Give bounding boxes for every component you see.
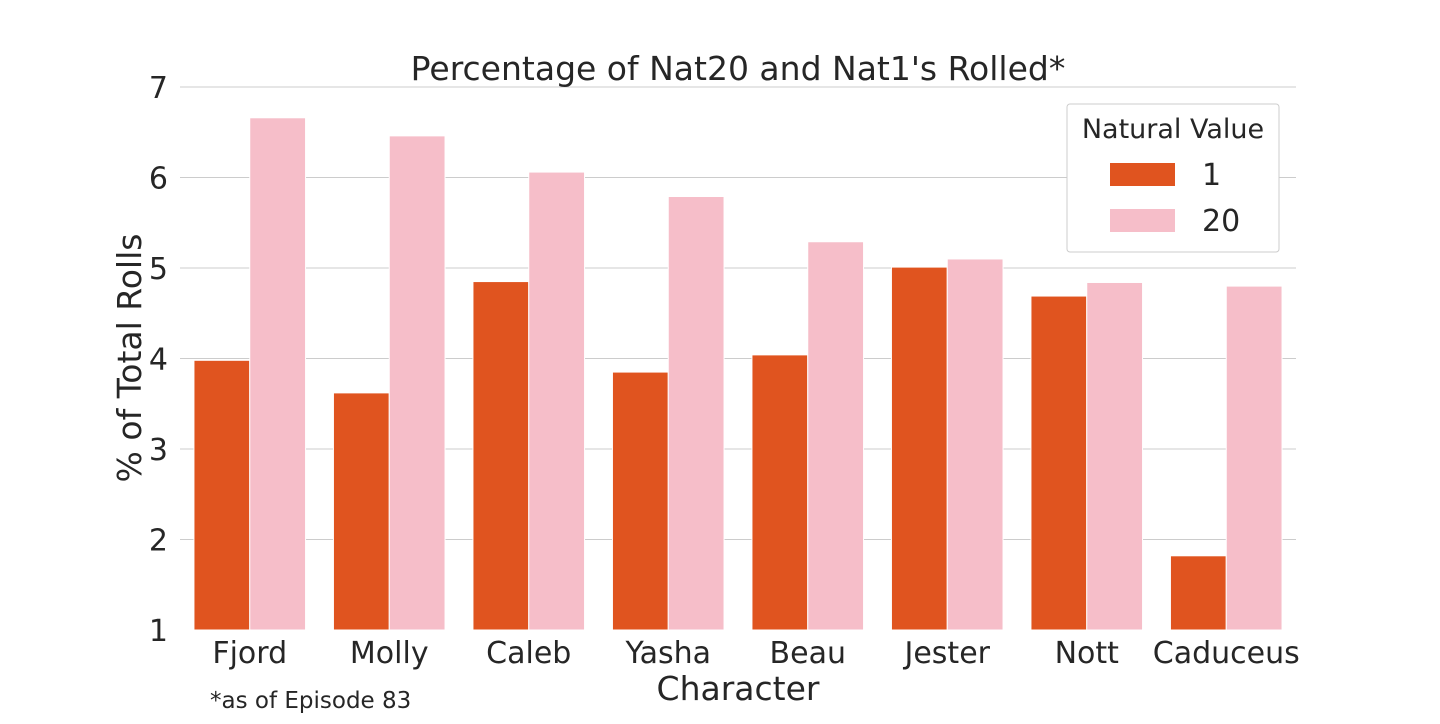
x-tick-label: Caduceus [1153,636,1300,671]
legend-label-20: 20 [1202,204,1240,239]
y-tick-label: 6 [149,162,168,197]
bar-yasha-20 [667,196,725,631]
bar-jester-1 [890,266,948,631]
bar-caleb-20 [528,171,586,631]
legend-swatch-20 [1110,209,1175,232]
bar-yasha-1 [611,371,669,631]
legend-swatch-1 [1110,163,1175,186]
x-tick-label: Fjord [212,636,287,671]
x-tick-label: Jester [903,636,991,671]
bar-caduceus-20 [1225,285,1283,631]
x-axis-label: Character [657,669,820,708]
bar-nott-1 [1030,295,1088,631]
x-tick-label: Caleb [486,636,571,671]
y-tick-label: 2 [149,524,168,559]
x-tick-label: Nott [1055,636,1120,671]
x-tick-labels: Fjord Molly Caleb Yasha Beau Jester Nott Caduce… [212,636,1299,671]
bar-molly-1 [332,392,390,631]
y-tick-labels: 1 2 3 4 5 6 7 [149,71,168,649]
bar-nott-20 [1086,281,1144,631]
legend-title: Natural Value [1082,114,1264,145]
legend: Natural Value 120 [1066,103,1280,253]
bar-jester-20 [946,258,1004,631]
y-tick-label: 7 [149,71,168,106]
legend-label-1: 1 [1202,158,1221,193]
y-axis-label: % of Total Rolls [110,234,149,483]
y-tick-label: 3 [149,433,168,468]
bar-fjord-20 [249,117,307,631]
y-tick-label: 4 [149,343,168,378]
bar-beau-1 [751,354,809,631]
bar-caduceus-1 [1169,555,1227,631]
y-tick-label: 1 [149,614,168,649]
bar-beau-20 [807,241,865,631]
bar-caleb-1 [472,281,530,631]
bar-molly-20 [388,135,446,631]
chart-title: Percentage of Nat20 and Nat1's Rolled* [411,49,1066,88]
x-tick-label: Yasha [624,636,711,671]
legend-entries: 120 [1110,158,1240,239]
x-tick-label: Beau [770,636,846,671]
bar-fjord-1 [193,359,251,631]
footnote: *as of Episode 83 [210,688,411,714]
x-tick-label: Molly [350,636,429,671]
bars [193,117,1283,631]
y-tick-label: 5 [149,252,168,287]
